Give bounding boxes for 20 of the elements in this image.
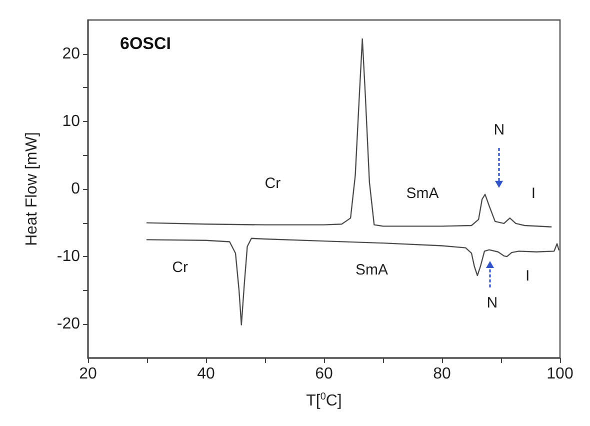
x-tick-label: 100 <box>546 366 574 382</box>
annotation: I <box>525 268 530 285</box>
annotation: Cr <box>172 258 188 276</box>
y-tick-label: 10 <box>62 112 80 130</box>
y-tick-label: 20 <box>62 45 80 62</box>
x-tick-label: 40 <box>197 366 215 382</box>
annotation: SmA <box>356 262 388 279</box>
text: 6OSCI <box>120 34 172 53</box>
y-tick-label: -10 <box>56 248 80 266</box>
annotation: SmA <box>406 185 439 202</box>
annotation: I <box>531 185 536 202</box>
annotation: N <box>494 122 505 139</box>
x-tick-label: 60 <box>315 366 333 382</box>
annotation: N <box>486 294 498 312</box>
x-tick-label: 80 <box>433 366 451 382</box>
y-axis-title: Heat Flow [mW] <box>24 132 40 246</box>
y-tick-label: 0 <box>71 180 80 198</box>
annotation: Cr <box>264 175 281 192</box>
y-tick-label: -20 <box>56 316 80 333</box>
x-tick-label: 20 <box>79 366 97 382</box>
